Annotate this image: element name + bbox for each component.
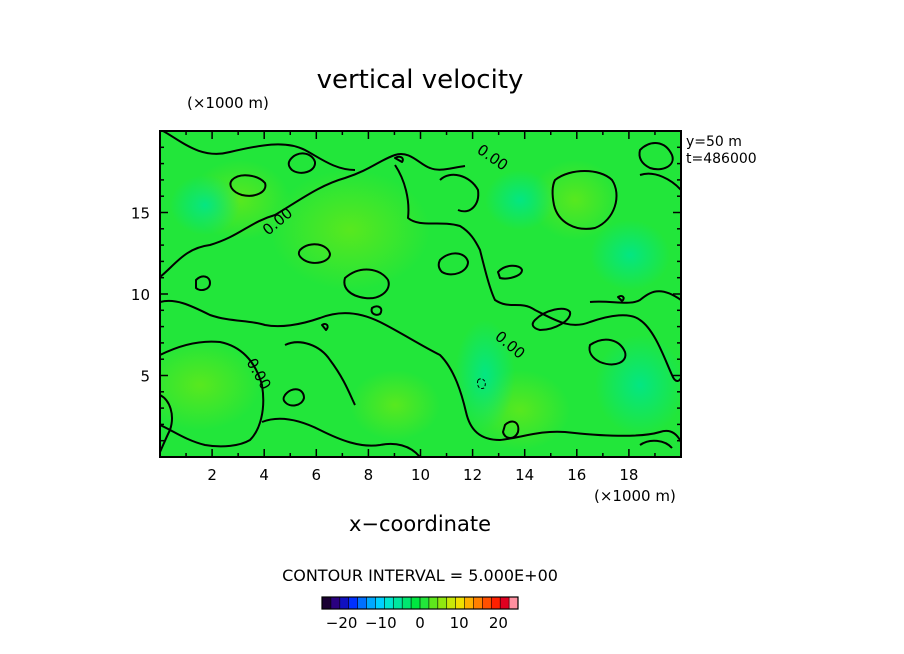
annotation-y-level: y=50 m xyxy=(686,134,742,150)
colorbar-swatch xyxy=(402,597,412,609)
contour-line xyxy=(588,338,627,366)
colorbar-tick-labels: −20 −10 0 10 20 xyxy=(326,614,508,632)
x-tick-label: 8 xyxy=(364,466,374,484)
colorbar-tick-label: −20 xyxy=(326,614,358,632)
colorbar-swatch xyxy=(322,597,332,609)
contour-line xyxy=(343,268,390,300)
colorbar-swatch xyxy=(375,597,385,609)
x-tick-label: 16 xyxy=(567,466,586,484)
colorbar-tick-label: 20 xyxy=(489,614,508,632)
contour-line xyxy=(287,152,316,174)
colorbar-swatch xyxy=(411,597,421,609)
x-tick-label: 14 xyxy=(515,466,534,484)
positive-patch xyxy=(270,170,430,290)
y-axis: 5 10 15 xyxy=(131,146,681,442)
colorbar-swatch xyxy=(482,597,492,609)
contour-line xyxy=(439,173,480,213)
x-axis-label: x−coordinate xyxy=(349,512,491,536)
colorbar-swatch xyxy=(455,597,465,609)
contour-line xyxy=(297,243,331,264)
contour-line xyxy=(160,153,466,278)
zero-contours xyxy=(160,131,681,457)
contour-line xyxy=(282,388,305,407)
y-axis-unit-label: (×1000 m) xyxy=(187,94,269,112)
contour-line xyxy=(321,322,329,331)
negative-patch xyxy=(590,220,670,290)
colorbar-swatch xyxy=(428,597,439,609)
contour-line xyxy=(502,420,520,439)
colorbar-swatch xyxy=(473,597,483,609)
contour-line xyxy=(638,142,674,171)
colorbar-swatch xyxy=(366,597,376,609)
colorbar-frame xyxy=(321,596,519,610)
x-tick-label: 2 xyxy=(207,466,217,484)
chart-title: vertical velocity xyxy=(317,65,524,95)
contour-line xyxy=(551,170,618,230)
contour-line xyxy=(370,305,383,316)
colorbar-swatch xyxy=(446,597,456,609)
positive-patch xyxy=(160,340,260,430)
colorbar-swatch xyxy=(437,597,448,609)
colorbar-swatch xyxy=(420,597,430,609)
contour-line xyxy=(639,172,681,191)
contour-line xyxy=(162,131,356,171)
negative-patch xyxy=(455,320,515,430)
colorbar-swatch xyxy=(509,597,519,609)
y-tick-label: 15 xyxy=(131,205,150,223)
colorbar xyxy=(321,596,519,610)
colorbar-tick-label: 10 xyxy=(450,614,469,632)
contour-line xyxy=(617,294,625,302)
heatmap-field: 0.00 0.00 0.00 0.00 xyxy=(160,131,681,457)
colorbar-tick-label: 0 xyxy=(415,614,425,632)
positive-patch xyxy=(350,370,440,440)
colorbar-swatch xyxy=(393,597,403,609)
contour-line xyxy=(160,394,173,453)
colorbar-tick-label: −10 xyxy=(365,614,397,632)
positive-patch xyxy=(530,160,620,240)
contour-line xyxy=(531,307,572,331)
colorbar-swatch xyxy=(500,597,510,609)
y-tick-label: 5 xyxy=(140,368,150,386)
x-tick-label: 12 xyxy=(463,466,482,484)
negative-patch xyxy=(170,175,240,235)
contour-line xyxy=(284,341,356,406)
contour-line xyxy=(639,439,673,449)
annotation-time: t=486000 xyxy=(686,151,757,167)
negative-patch xyxy=(485,170,555,230)
colorbar-swatch xyxy=(491,597,501,609)
contour-line xyxy=(229,174,267,197)
x-tick-label: 6 xyxy=(312,466,322,484)
contour-line xyxy=(195,275,211,292)
negative-patch xyxy=(595,335,681,435)
contour-line xyxy=(394,164,681,382)
contour-line xyxy=(437,252,469,276)
x-tick-label: 18 xyxy=(619,466,638,484)
x-tick-label: 4 xyxy=(259,466,269,484)
contour-line xyxy=(160,340,265,448)
x-axis: 2 4 6 8 10 12 14 16 18 xyxy=(185,131,656,484)
contour-line xyxy=(589,290,681,304)
x-axis-unit-label: (×1000 m) xyxy=(594,487,676,505)
contour-line xyxy=(160,299,681,443)
y-tick-label: 10 xyxy=(131,286,150,304)
contour-line xyxy=(497,264,523,280)
colorbar-swatch xyxy=(330,597,341,609)
contour-interval-text: CONTOUR INTERVAL = 5.000E+00 xyxy=(282,566,558,585)
contour-line xyxy=(261,417,421,457)
colorbar-swatch xyxy=(464,597,474,609)
contour-line xyxy=(394,155,404,163)
colorbar-swatch xyxy=(357,597,367,609)
colorbar-swatch xyxy=(384,597,394,609)
x-tick-label: 10 xyxy=(411,466,430,484)
colorbar-swatch xyxy=(339,597,350,609)
colorbar-swatch xyxy=(348,597,358,609)
